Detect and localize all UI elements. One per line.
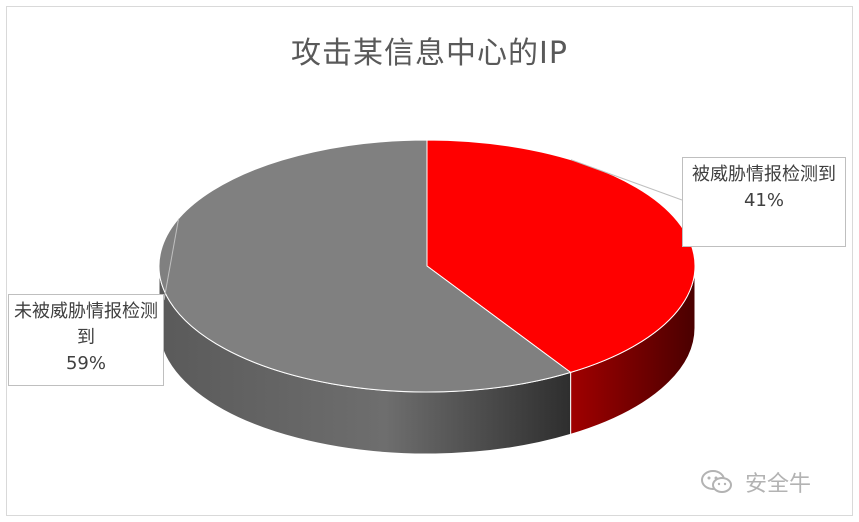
data-label-detected: 被威胁情报检测到 41%	[682, 157, 846, 247]
watermark: 安全牛	[700, 466, 811, 501]
leader-line-undetected	[163, 218, 180, 301]
data-label-detected-percent: 41%	[743, 190, 784, 211]
watermark-text: 安全牛	[745, 472, 812, 497]
data-label-undetected-percent: 59%	[65, 353, 106, 374]
wechat-icon	[700, 469, 734, 501]
data-label-undetected: 未被威胁情报检测到 59%	[8, 294, 164, 386]
leader-line-detected	[570, 159, 683, 201]
data-label-undetected-text: 未被威胁情报检测到	[14, 301, 158, 348]
data-label-detected-text: 被威胁情报检测到	[692, 164, 836, 185]
pie-slice-1	[158, 139, 572, 393]
chart-title: 攻击某信息中心的IP	[291, 36, 568, 71]
